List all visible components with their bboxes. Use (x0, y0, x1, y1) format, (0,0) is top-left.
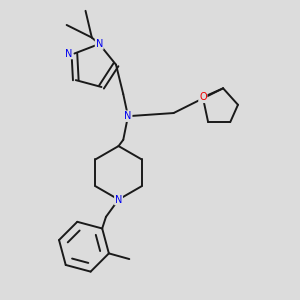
Text: N: N (124, 111, 132, 121)
Text: N: N (96, 39, 103, 49)
Text: N: N (65, 49, 72, 58)
Text: O: O (199, 92, 207, 102)
Text: N: N (115, 194, 122, 205)
